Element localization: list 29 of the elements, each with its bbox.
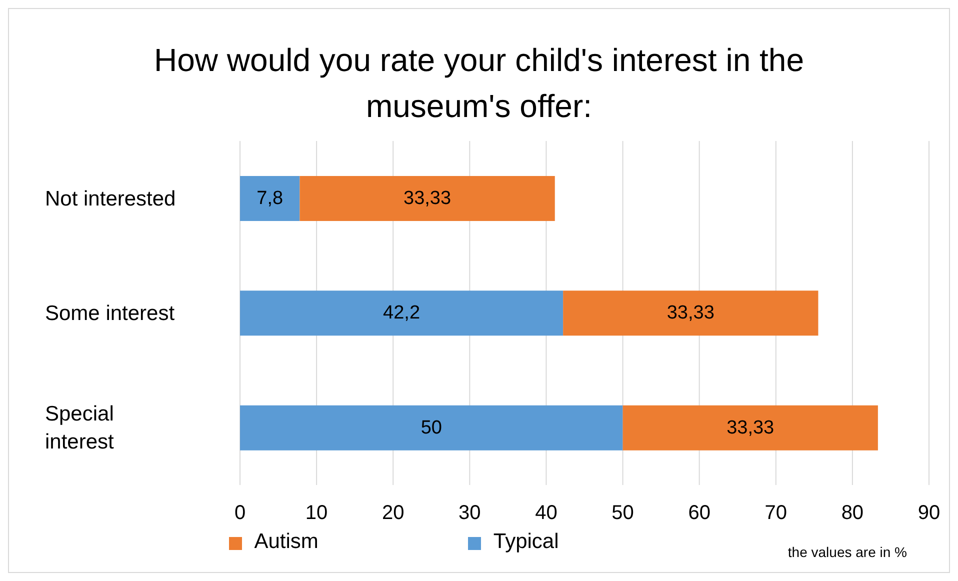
x-tick-label: 60 xyxy=(688,502,710,524)
bar xyxy=(240,405,623,450)
data-label: 33,33 xyxy=(726,417,774,438)
data-label: 50 xyxy=(420,417,442,438)
y-tick-label: Some interest xyxy=(45,302,175,324)
bar xyxy=(563,290,818,336)
x-tick-label: 0 xyxy=(234,502,246,524)
x-tick-label: 40 xyxy=(535,502,558,524)
bar xyxy=(300,176,555,221)
x-tick-label: 20 xyxy=(382,502,404,524)
text: the values are in % xyxy=(788,544,907,560)
data-label: 33,33 xyxy=(404,188,452,209)
legend-label: Typical xyxy=(493,530,559,553)
x-tick-label: 70 xyxy=(764,502,788,524)
bar xyxy=(240,290,564,336)
x-tick-label: 90 xyxy=(918,502,940,524)
y-tick-label: Special interest xyxy=(45,402,114,454)
data-label: 42,2 xyxy=(383,302,420,324)
legend-label: Autism xyxy=(254,530,318,553)
x-tick-label: 80 xyxy=(841,502,864,524)
x-tick-label: 10 xyxy=(305,502,328,524)
chart-title: How would you rate your child's interest in the museum's offer: xyxy=(153,41,805,126)
x-tick-label: 50 xyxy=(612,502,634,524)
bar xyxy=(622,405,878,450)
x-tick-label: 30 xyxy=(458,502,481,524)
y-tick-label: Not interested xyxy=(45,186,176,210)
data-label: 33,33 xyxy=(666,302,714,324)
data-label: 7,8 xyxy=(256,188,284,209)
bar xyxy=(240,176,300,221)
